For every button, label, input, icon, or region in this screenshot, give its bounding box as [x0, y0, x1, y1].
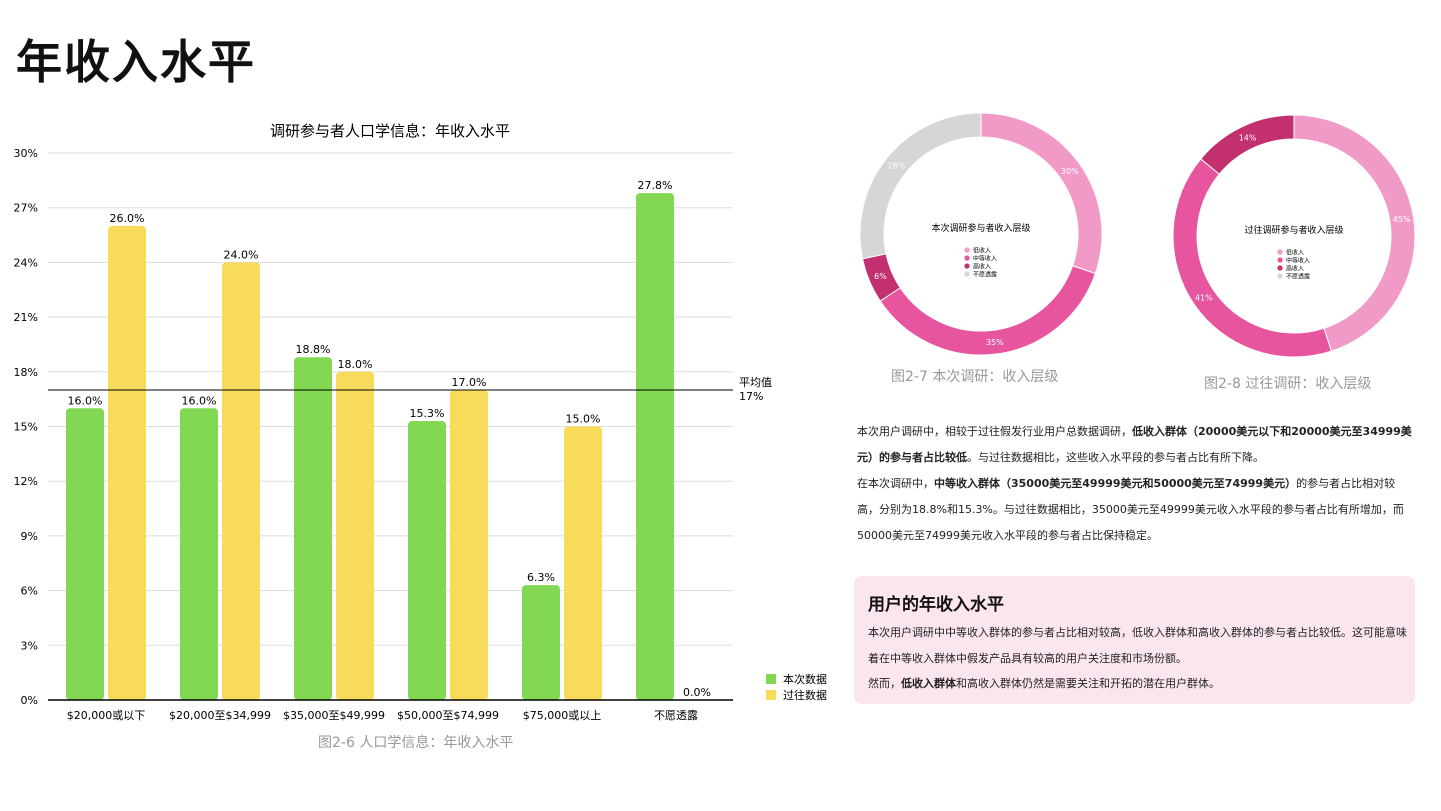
legend-dot	[1277, 273, 1283, 279]
legend-label: 不愿透露	[973, 271, 997, 279]
paragraph-low-income: 本次用户调研中，相较于过往假发行业用户总数据调研，低收入群体（20000美元以下…	[857, 419, 1417, 471]
data-label: 18.8%	[296, 343, 331, 356]
y-tick-label: 21%	[14, 311, 38, 324]
bar-past	[222, 262, 260, 700]
data-label: 27.8%	[638, 179, 673, 192]
text: 然而，	[868, 677, 901, 690]
card-paragraph-1: 本次用户调研中中等收入群体的参与者占比相对较高，低收入群体和高收入群体的参与者占…	[868, 626, 1407, 665]
legend-label: 低收入	[973, 247, 991, 255]
segment-label: 35%	[986, 338, 1004, 347]
donut-past-caption: 图2-8 过往调研：收入层级	[1204, 376, 1372, 392]
legend-dot	[1277, 249, 1283, 255]
legend-label: 本次数据	[783, 672, 827, 686]
bar-current	[522, 585, 560, 700]
bar-current	[294, 357, 332, 700]
donut-current-caption: 图2-7 本次调研：收入层级	[891, 369, 1059, 385]
page-title: 年收入水平	[16, 35, 256, 89]
bold-text: 低收入群体	[901, 677, 956, 690]
y-tick-label: 6%	[21, 585, 38, 598]
x-tick-label: $20,000至$34,999	[169, 709, 271, 722]
text: 本次用户调研中，相较于过往假发行业用户总数据调研，	[857, 425, 1132, 438]
data-label: 18.0%	[338, 358, 373, 371]
bar-past	[564, 426, 602, 700]
segment-label: 6%	[874, 272, 887, 281]
data-label: 16.0%	[68, 394, 103, 407]
donut-segment-0	[980, 112, 1103, 275]
legend-dot	[964, 247, 970, 253]
legend-label: 低收入	[1286, 249, 1304, 257]
bar-past	[336, 371, 374, 700]
y-tick-label: 30%	[14, 147, 38, 160]
y-tick-label: 24%	[14, 256, 38, 269]
text: 的参与者占比相对较高，分别为18.8%和15.3%。与过往数据相比，35000美…	[857, 477, 1404, 542]
y-tick-label: 15%	[14, 421, 38, 434]
segment-label: 28%	[888, 161, 906, 170]
y-tick-label: 3%	[21, 639, 38, 652]
data-label: 0.0%	[683, 686, 711, 699]
data-label: 16.0%	[182, 394, 217, 407]
donut-title: 过往调研参与者收入层级	[1244, 224, 1343, 236]
data-label: 6.3%	[527, 571, 555, 584]
average-value: 17%	[739, 390, 763, 403]
y-tick-label: 12%	[14, 475, 38, 488]
bar-current	[408, 421, 446, 700]
x-tick-label: $20,000或以下	[67, 709, 146, 722]
x-tick-label: $35,000至$49,999	[283, 709, 385, 722]
data-label: 17.0%	[452, 376, 487, 389]
data-label: 26.0%	[110, 212, 145, 225]
legend-label: 不愿透露	[1286, 273, 1310, 281]
donut-segment-2	[1200, 114, 1295, 175]
y-tick-label: 27%	[14, 202, 38, 215]
y-tick-label: 0%	[21, 694, 38, 707]
x-tick-label: $75,000或以上	[523, 709, 602, 722]
legend-dot	[1277, 257, 1283, 263]
data-label: 15.3%	[410, 407, 445, 420]
legend-label: 高收入	[1286, 265, 1304, 273]
chart-title: 调研参与者人口学信息：年收入水平	[270, 122, 510, 140]
x-tick-label: 不愿透露	[654, 709, 698, 722]
data-label: 15.0%	[566, 413, 601, 426]
bar-current	[180, 408, 218, 700]
donut-segment-3	[859, 112, 982, 260]
bar-current	[636, 193, 674, 700]
legend-label: 中等收入	[1286, 257, 1310, 265]
bar-past	[108, 225, 146, 700]
bar-chart-caption: 图2-6 人口学信息：年收入水平	[318, 735, 514, 751]
bar-chart: 调研参与者人口学信息：年收入水平 0% 3% 6% 9% 12% 15% 18% 21% 24% 2…	[14, 122, 827, 722]
legend-swatch	[766, 674, 776, 684]
legend-dot	[964, 255, 970, 261]
card-paragraph-2: 然而，低收入群体和高收入群体仍然是需要关注和开拓的潜在用户群体。	[868, 671, 1408, 697]
segment-label: 30%	[1061, 167, 1079, 176]
bar-current	[66, 408, 104, 700]
card-title: 用户的年收入水平	[868, 595, 1004, 615]
bold-text: 低收入群体（20000美元以下和20000美元至34999美元）的参与者占比较低	[857, 425, 1412, 464]
text: 和高收入群体仍然是需要关注和开拓的潜在用户群体。	[956, 677, 1220, 690]
legend-swatch	[766, 690, 776, 700]
bar-past	[450, 390, 488, 700]
segment-label: 45%	[1393, 215, 1411, 224]
legend-label: 中等收入	[973, 255, 997, 263]
legend-label: 高收入	[973, 263, 991, 271]
paragraph-mid-income: 在本次调研中，中等收入群体（35000美元至49999美元和50000美元至74…	[857, 471, 1417, 549]
text: 。与过往数据相比，这些收入水平段的参与者占比有所下降。	[967, 451, 1264, 464]
legend-dot	[1277, 265, 1283, 271]
legend-dot	[964, 271, 970, 277]
data-label: 24.0%	[224, 248, 259, 261]
y-tick-label: 18%	[14, 366, 38, 379]
donut-title: 本次调研参与者收入层级	[931, 222, 1030, 234]
legend-dot	[964, 263, 970, 269]
summary-card: 用户的年收入水平 本次用户调研中中等收入群体的参与者占比相对较高，低收入群体和高…	[854, 576, 1415, 704]
x-tick-label: $50,000至$74,999	[397, 709, 499, 722]
legend-label: 过往数据	[783, 688, 827, 702]
text: 在本次调研中，	[857, 477, 934, 490]
bold-text: 中等收入群体（35000美元至49999美元和50000美元至74999美元）	[934, 477, 1297, 490]
average-label: 平均值	[739, 376, 772, 389]
segment-label: 41%	[1195, 293, 1213, 302]
segment-label: 14%	[1239, 133, 1257, 142]
y-tick-label: 9%	[21, 530, 38, 543]
